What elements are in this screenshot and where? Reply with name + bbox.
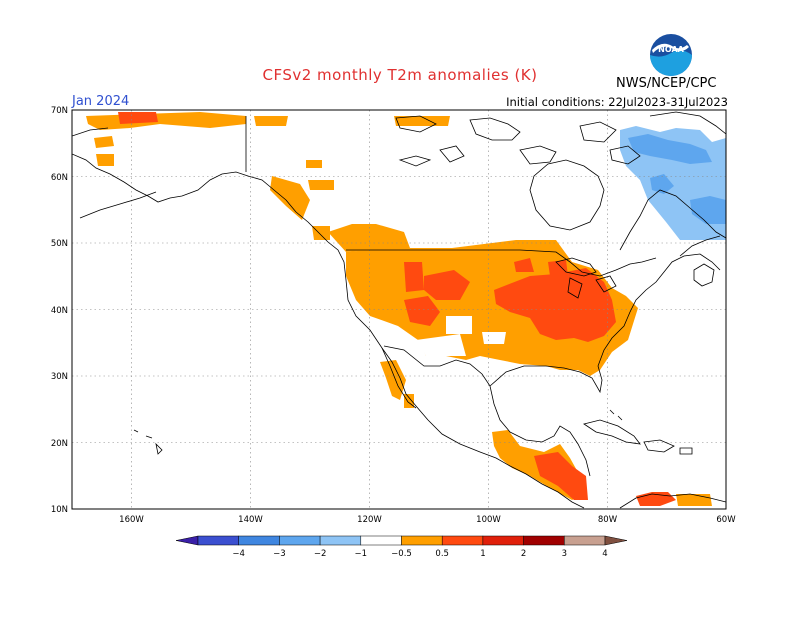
logo-text: NOAA xyxy=(658,45,684,54)
anomaly-shading xyxy=(86,112,726,506)
latitude-labels: 70N 60N 50N 40N 30N 20N 10N xyxy=(51,106,68,515)
colorbar-label: −4 xyxy=(232,549,245,559)
colorbar-label: −2 xyxy=(314,549,327,559)
lat-label: 20N xyxy=(51,439,68,449)
coastlines xyxy=(72,111,726,509)
lat-label: 40N xyxy=(51,306,68,316)
lat-label: 30N xyxy=(51,372,68,382)
agency-label: NWS/NCEP/CPC xyxy=(616,76,717,91)
colorbar-arrow-left xyxy=(175,535,199,546)
lat-label: 10N xyxy=(51,505,68,515)
colorbar-swatch xyxy=(197,535,239,546)
map-title: CFSv2 monthly T2m anomalies (K) xyxy=(262,66,538,84)
colorbar-label: 3 xyxy=(562,549,567,559)
lat-label: 50N xyxy=(51,239,68,249)
lon-label: 60W xyxy=(716,515,736,525)
gridlines xyxy=(72,110,726,509)
colorbar-swatch xyxy=(238,535,280,546)
colorbar-swatch xyxy=(279,535,321,546)
colorbar-arrow-right xyxy=(604,535,628,546)
colorbar-swatch xyxy=(523,535,565,546)
longitude-labels: 160W 140W 120W 100W 80W 60W xyxy=(119,515,736,525)
lon-label: 140W xyxy=(238,515,263,525)
noaa-logo: NOAA xyxy=(650,34,692,76)
colorbar-swatch xyxy=(564,535,606,546)
colorbar-swatch xyxy=(482,535,524,546)
colorbar-swatch xyxy=(441,535,484,546)
colorbar-label: 4 xyxy=(602,549,607,559)
lon-label: 120W xyxy=(357,515,382,525)
lon-label: 100W xyxy=(476,515,501,525)
colorbar-swatch xyxy=(401,535,443,546)
colorbar-label: −0.5 xyxy=(391,549,412,559)
lon-label: 160W xyxy=(119,515,144,525)
colorbar-label: −1 xyxy=(355,549,368,559)
colorbar: −4 −3 −2 −1 −0.5 0.5 1 2 3 4 xyxy=(175,535,628,559)
colorbar-label: −3 xyxy=(273,549,286,559)
colorbar-swatch xyxy=(319,535,362,546)
colorbar-label: 0.5 xyxy=(435,549,449,559)
lat-label: 70N xyxy=(51,106,68,116)
initial-conditions: Initial conditions: 22Jul2023-31Jul2023 xyxy=(506,95,728,109)
lon-label: 80W xyxy=(598,515,618,525)
colorbar-swatch xyxy=(360,535,402,546)
forecast-month: Jan 2024 xyxy=(72,94,130,109)
map-frame xyxy=(71,109,727,510)
colorbar-label: 2 xyxy=(521,549,526,559)
lat-label: 60N xyxy=(51,173,68,183)
colorbar-label: 1 xyxy=(480,549,485,559)
